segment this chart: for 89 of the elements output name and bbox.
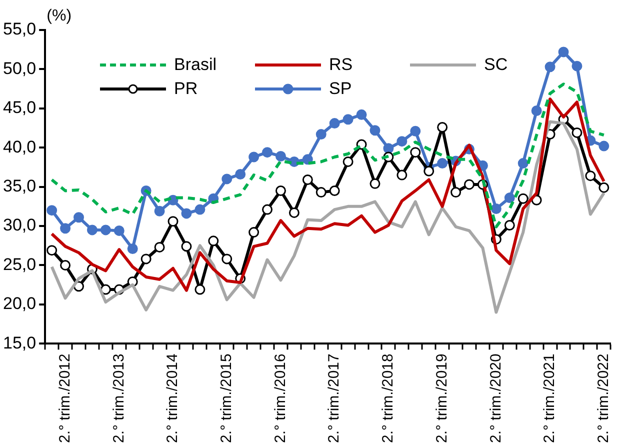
point <box>558 46 569 58</box>
point <box>114 225 124 236</box>
y-tick-label: 45,0 <box>2 98 36 118</box>
point <box>140 254 152 264</box>
point <box>410 147 421 158</box>
y-tick-label: 40,0 <box>2 137 36 156</box>
point <box>450 187 462 198</box>
y-tick-label: 25,0 <box>2 254 36 274</box>
x-tick-label: 2.° trim./2015 <box>218 354 236 444</box>
y-tick-label: 50,0 <box>2 58 36 78</box>
point <box>168 216 178 227</box>
point <box>46 205 58 216</box>
point <box>342 114 354 125</box>
point <box>181 208 192 219</box>
point <box>74 212 84 223</box>
y-tick-label: 20,0 <box>2 294 36 314</box>
point <box>572 60 582 72</box>
legend-label: PR <box>174 79 198 99</box>
point <box>518 158 528 169</box>
legend-label: SC <box>484 55 508 75</box>
point <box>60 223 71 234</box>
x-tick-label: 2.° trim./2016 <box>272 354 289 444</box>
legend-label: SP <box>329 79 352 99</box>
point <box>598 182 610 193</box>
point <box>585 170 596 182</box>
line-series <box>50 82 606 228</box>
legend-label: RS <box>329 55 353 75</box>
y-axis-title: (%) <box>46 7 72 24</box>
point <box>316 187 326 198</box>
x-tick-label: 2.° trim./2018 <box>380 354 397 444</box>
point <box>288 207 300 218</box>
point <box>329 118 340 129</box>
point <box>275 150 286 162</box>
point <box>370 178 380 189</box>
x-tick-label: 2.° trim./2020 <box>487 354 504 444</box>
point <box>302 154 313 165</box>
point <box>194 284 206 295</box>
x-tick-label: 2.° trim./2013 <box>110 354 128 444</box>
point <box>437 158 448 169</box>
point <box>154 206 165 216</box>
point <box>154 242 165 252</box>
point <box>262 147 273 158</box>
x-tick-label: 2.° trim./2022 <box>595 354 612 444</box>
point <box>572 127 582 138</box>
point <box>329 185 340 196</box>
point <box>342 156 354 167</box>
x-tick-label: 2.° trim./2012 <box>56 354 74 444</box>
point <box>235 169 246 180</box>
point <box>424 166 434 176</box>
point <box>248 152 260 162</box>
x-tick-label: 2.° trim./2017 <box>326 354 343 444</box>
legend-label: Brasil <box>174 55 217 75</box>
point <box>410 126 421 136</box>
point <box>370 125 380 136</box>
point <box>504 220 515 230</box>
point <box>46 245 58 256</box>
point <box>504 192 515 204</box>
point <box>531 106 542 116</box>
point <box>208 236 219 246</box>
point <box>383 143 394 154</box>
point <box>194 204 206 215</box>
point <box>222 174 232 184</box>
point <box>396 136 408 147</box>
point <box>356 109 367 120</box>
point <box>86 224 98 236</box>
point <box>248 227 260 238</box>
point <box>222 254 232 264</box>
point <box>127 244 138 254</box>
point <box>275 185 286 196</box>
point <box>490 204 502 214</box>
point <box>518 193 528 204</box>
point <box>262 204 273 215</box>
y-tick-label: 15,0 <box>2 333 36 352</box>
point <box>100 224 111 236</box>
point <box>181 241 192 252</box>
point <box>316 129 326 140</box>
point <box>437 122 448 132</box>
y-tick-label: 30,0 <box>2 216 36 235</box>
x-tick-label: 2.° trim./2019 <box>433 354 450 444</box>
point <box>544 62 556 72</box>
point <box>598 140 610 152</box>
point <box>302 174 313 186</box>
x-tick-label: 2.° trim./2014 <box>164 354 182 444</box>
point <box>60 260 71 270</box>
y-tick-label: 35,0 <box>2 176 36 196</box>
x-tick-label: 2.° trim./2021 <box>541 354 558 444</box>
point <box>464 179 474 190</box>
point <box>396 170 408 180</box>
y-tick-label: 55,0 <box>2 20 36 39</box>
